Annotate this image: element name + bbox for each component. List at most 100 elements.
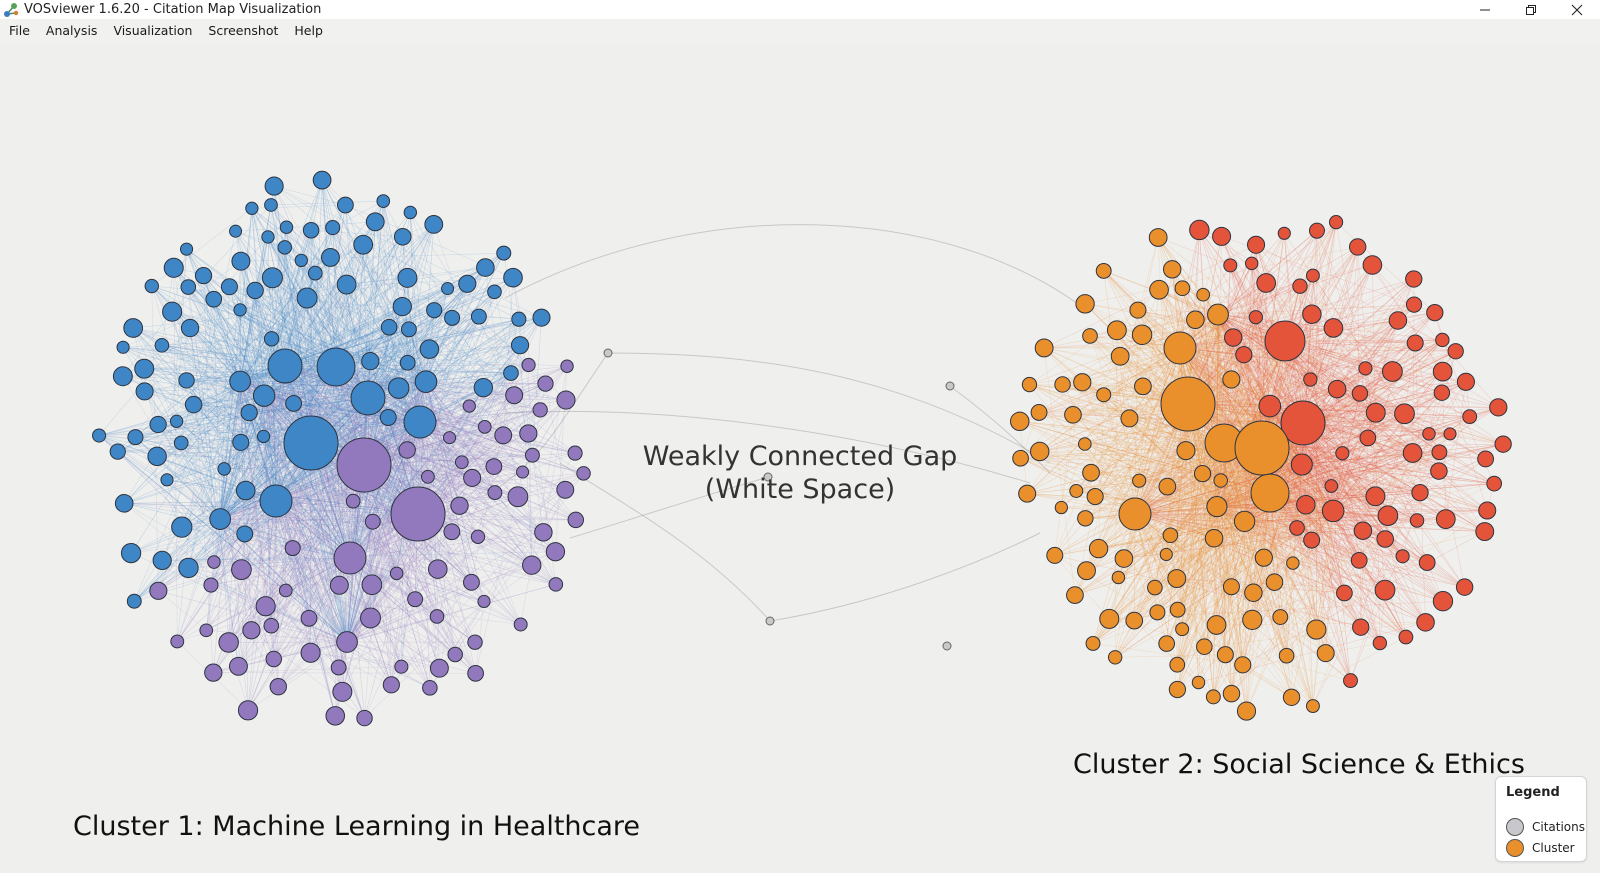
menu-help[interactable]: Help [294,23,323,38]
cluster1-node[interactable] [477,420,492,434]
cluster2-node[interactable] [1174,280,1191,297]
cluster2-node[interactable] [1431,444,1448,461]
cluster1-node[interactable] [524,447,540,463]
cluster2-node[interactable] [1160,376,1216,432]
cluster2-node[interactable] [1435,332,1450,348]
cluster2-node[interactable] [1242,609,1263,630]
cluster2-node[interactable] [1376,530,1394,548]
cluster1-node[interactable] [255,596,276,617]
cluster1-node[interactable] [325,706,346,726]
cluster1-node[interactable] [477,594,491,609]
cluster1-node[interactable] [496,245,512,261]
cluster2-node[interactable] [1159,547,1173,562]
cluster1-node[interactable] [393,227,412,246]
cluster1-node[interactable] [184,395,203,414]
cluster1-node[interactable] [426,302,443,319]
cluster1-node[interactable] [116,340,130,354]
cluster1-node[interactable] [269,677,287,696]
cluster2-node[interactable] [1149,279,1169,300]
cluster1-node[interactable] [321,247,340,267]
cluster1-node[interactable] [441,282,455,296]
cluster2-node[interactable] [1111,570,1126,585]
cluster1-node[interactable] [205,290,223,308]
cluster1-node[interactable] [261,230,275,244]
cluster1-node[interactable] [510,336,530,355]
cluster2-node[interactable] [1189,219,1210,241]
cluster2-node[interactable] [1302,304,1322,324]
cluster2-node[interactable] [1222,684,1241,703]
cluster1-node[interactable] [463,468,482,487]
cluster1-node[interactable] [231,251,251,271]
menu-analysis[interactable]: Analysis [45,23,98,38]
cluster1-node[interactable] [240,403,258,422]
cluster2-node[interactable] [1292,278,1308,294]
cluster2-node[interactable] [1018,484,1037,503]
cluster1-node[interactable] [567,511,584,529]
cluster1-node[interactable] [389,566,404,581]
cluster2-node[interactable] [1296,494,1316,515]
cluster2-node[interactable] [1131,324,1153,346]
cluster2-node[interactable] [1149,604,1166,621]
cluster2-node[interactable] [1222,578,1240,596]
cluster2-node[interactable] [1264,320,1306,362]
menu-visualization[interactable]: Visualization [113,23,193,38]
cluster1-node[interactable] [454,455,469,470]
cluster1-node[interactable] [387,377,410,399]
cluster2-node[interactable] [1088,538,1109,559]
cluster2-node[interactable] [1323,318,1344,338]
cluster2-node[interactable] [1236,701,1257,721]
cluster2-node[interactable] [1010,411,1030,432]
cluster1-node[interactable] [548,577,564,592]
cluster1-node[interactable] [419,339,440,359]
cluster1-node[interactable] [144,278,159,294]
cluster1-node[interactable] [487,485,503,501]
cluster1-node[interactable] [511,311,527,327]
cluster2-node[interactable] [1169,601,1186,618]
cluster2-node[interactable] [1206,496,1228,518]
cluster1-node[interactable] [178,372,195,389]
cluster2-node[interactable] [1406,334,1424,352]
cluster1-node[interactable] [179,242,194,256]
cluster2-node[interactable] [1394,403,1415,425]
cluster2-node[interactable] [1158,635,1176,652]
cluster2-node[interactable] [1205,689,1221,705]
cluster1-node[interactable] [92,428,107,443]
cluster1-node[interactable] [458,274,477,293]
cluster1-node[interactable] [336,196,354,214]
cluster1-node[interactable] [398,441,416,459]
cluster1-node[interactable] [487,284,502,300]
cluster2-node[interactable] [1350,551,1368,569]
cluster1-node[interactable] [284,540,301,557]
cluster2-node[interactable] [1075,294,1095,314]
cluster1-node[interactable] [427,559,448,579]
cluster1-node[interactable] [443,523,461,541]
cluster2-node[interactable] [1395,549,1410,564]
cluster1-node[interactable] [296,287,318,309]
cluster2-node[interactable] [1372,635,1388,651]
cluster1-node[interactable] [218,632,239,653]
cluster1-node[interactable] [171,516,193,538]
cluster2-node[interactable] [1447,343,1464,360]
cluster1-node[interactable] [414,370,438,393]
cluster1-node[interactable] [194,267,213,285]
cluster1-node[interactable] [180,279,197,295]
cluster1-node[interactable] [420,469,435,484]
cluster1-node[interactable] [360,607,381,629]
cluster2-node[interactable] [1362,255,1383,275]
cluster2-node[interactable] [1206,615,1227,635]
cluster1-node[interactable] [345,493,361,509]
cluster2-node[interactable] [1435,509,1456,529]
cluster2-node[interactable] [1343,673,1358,689]
cluster1-node[interactable] [365,212,385,232]
menu-screenshot[interactable]: Screenshot [208,23,279,38]
cluster1-node[interactable] [228,656,248,676]
cluster2-node[interactable] [1224,328,1243,347]
cluster1-node[interactable] [361,352,380,371]
cluster2-node[interactable] [1244,583,1263,602]
cluster2-node[interactable] [1277,226,1291,240]
cluster1-node[interactable] [235,480,256,501]
cluster1-node[interactable] [473,377,494,398]
cluster2-node[interactable] [1107,650,1123,665]
cluster2-node[interactable] [1054,500,1068,515]
cluster2-node[interactable] [1069,484,1084,498]
